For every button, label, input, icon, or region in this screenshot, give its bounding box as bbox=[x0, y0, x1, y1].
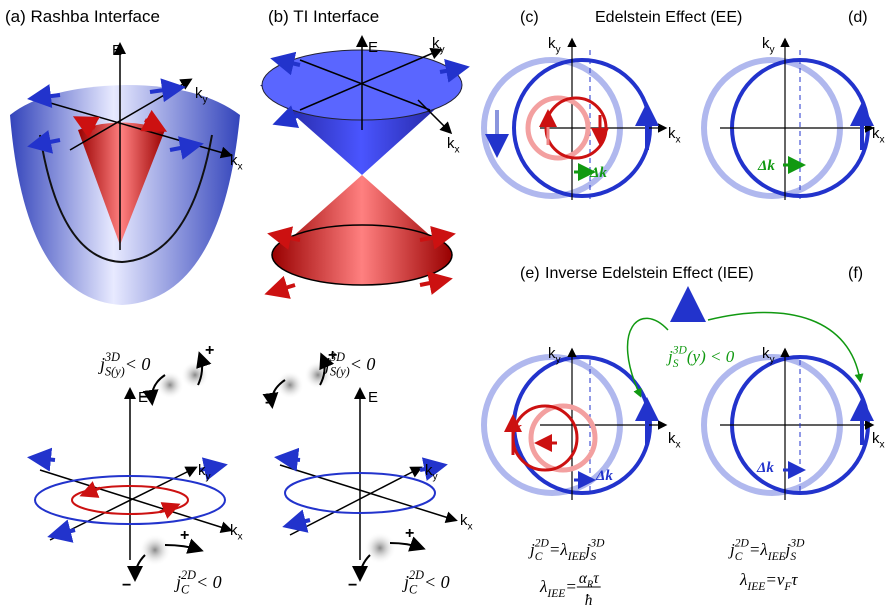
label-text: E bbox=[112, 42, 122, 59]
subscript: C bbox=[409, 582, 418, 596]
label-text: (y) < 0 bbox=[687, 347, 735, 366]
label-text: Edelstein Effect (EE) bbox=[595, 9, 742, 26]
subscript: y bbox=[556, 45, 562, 56]
subscript: x bbox=[238, 532, 243, 543]
panel-c-fermi-circles bbox=[484, 40, 665, 200]
subscript: x bbox=[880, 135, 885, 146]
subscript: C bbox=[181, 582, 190, 596]
label-text: j bbox=[402, 572, 409, 592]
panel-a-bands bbox=[10, 45, 240, 305]
label-text: Inverse Edelstein Effect (IEE) bbox=[545, 265, 754, 282]
label-text: Δk bbox=[757, 158, 775, 174]
superscript: 3D bbox=[589, 537, 605, 550]
label-text: τ bbox=[791, 570, 798, 589]
subscript: IEE bbox=[767, 550, 786, 563]
subscript: IEE bbox=[567, 550, 586, 563]
subscript: S bbox=[790, 550, 796, 563]
subscript: y bbox=[440, 45, 446, 56]
label-text: = bbox=[565, 577, 576, 596]
label-text: + bbox=[328, 347, 337, 364]
subscript: y bbox=[433, 472, 439, 483]
label-text: Δk bbox=[595, 468, 613, 484]
label-text: λ bbox=[739, 570, 747, 589]
subscript: C bbox=[735, 550, 743, 563]
superscript: 2D bbox=[535, 537, 550, 550]
superscript: 2D bbox=[409, 568, 424, 582]
superscript: 3D bbox=[789, 537, 805, 550]
subscript: S bbox=[673, 357, 679, 370]
label-text: < 0 bbox=[125, 354, 151, 374]
label-text: E bbox=[368, 389, 378, 406]
label-text: = bbox=[765, 570, 776, 589]
label-text: ħ bbox=[585, 592, 593, 608]
label-text: + bbox=[405, 525, 414, 542]
panel-b-cones bbox=[260, 38, 462, 292]
label-text: j bbox=[174, 572, 181, 592]
label-text: (c) bbox=[520, 9, 539, 26]
label-text: < 0 bbox=[424, 572, 450, 592]
label-text: λ bbox=[559, 540, 567, 559]
label-text: (a) Rashba Interface bbox=[5, 7, 160, 26]
subscript: x bbox=[238, 162, 243, 173]
superscript: 2D bbox=[181, 568, 196, 582]
subscript: S bbox=[590, 550, 596, 563]
subscript: x bbox=[676, 135, 681, 146]
subscript: y bbox=[206, 472, 212, 483]
label-text: − bbox=[265, 395, 274, 412]
subscript: x bbox=[676, 440, 681, 451]
label-text: − bbox=[140, 389, 149, 406]
label-text: λ bbox=[539, 577, 547, 596]
label-text: − bbox=[348, 577, 357, 594]
label-text: (e) bbox=[520, 265, 540, 282]
panel-f-fermi-circles bbox=[704, 350, 872, 500]
label-text: = bbox=[749, 540, 760, 559]
subscript: S(y) bbox=[330, 364, 350, 378]
label-text: Δk bbox=[504, 420, 522, 436]
label-text: (f) bbox=[848, 265, 863, 282]
label-text: < 0 bbox=[196, 572, 222, 592]
superscript: 3D bbox=[104, 350, 120, 364]
page: Rashba and TI interfaces: Edelstein and … bbox=[0, 0, 889, 608]
subscript: x bbox=[468, 522, 473, 533]
panel-d-fermi-circles bbox=[704, 40, 872, 200]
label-text: E bbox=[368, 39, 378, 56]
subscript: IEE bbox=[746, 580, 765, 593]
label-text: − bbox=[122, 577, 131, 594]
label-text: λ bbox=[759, 540, 767, 559]
label-text: Δk bbox=[589, 165, 607, 181]
subscript: IEE bbox=[546, 587, 565, 600]
label-text: + bbox=[205, 342, 214, 359]
label-text: j bbox=[98, 354, 105, 374]
subscript: x bbox=[455, 145, 460, 156]
label-text: = bbox=[549, 540, 560, 559]
subscript: y bbox=[770, 45, 776, 56]
body: (a) Rashba Interface (b) TI Interface (c) E… bbox=[0, 0, 889, 608]
superscript: 3D bbox=[672, 344, 688, 357]
figure: (a) Rashba Interface (b) TI Interface (c) E… bbox=[0, 0, 889, 608]
subscript: S(y) bbox=[105, 364, 125, 378]
label-text: Δk bbox=[756, 460, 774, 476]
superscript: 2D bbox=[735, 537, 750, 550]
subscript: x bbox=[880, 440, 885, 451]
subscript: C bbox=[535, 550, 543, 563]
label-text: (b) TI Interface bbox=[268, 7, 379, 26]
label-text: < 0 bbox=[350, 354, 376, 374]
label-text: (d) bbox=[848, 9, 868, 26]
label-text: τ bbox=[593, 570, 599, 587]
label-text: + bbox=[180, 527, 189, 544]
